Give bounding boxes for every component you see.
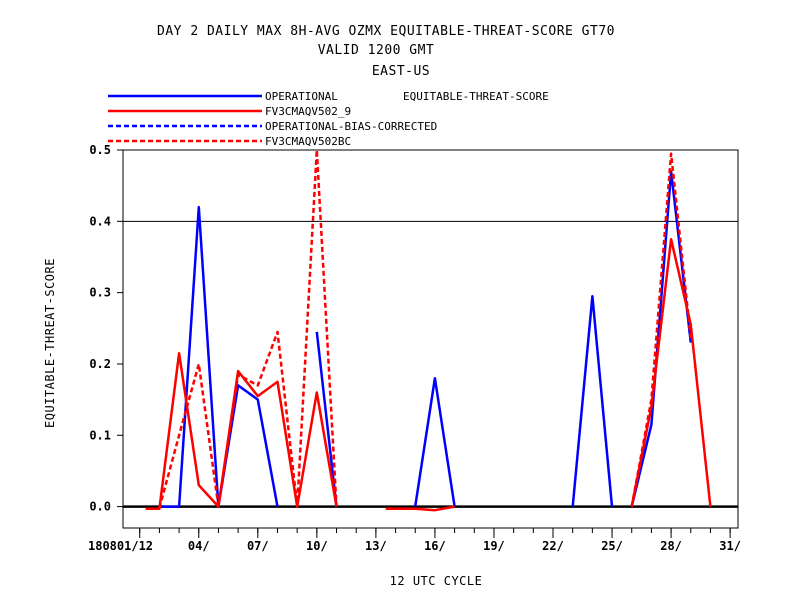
y-tick-label: 0.2 [89, 357, 111, 371]
series-line-fv3cmaqv502_9 [145, 352, 338, 510]
chart-title: DAY 2 DAILY MAX 8H-AVG OZMX EQUITABLE-TH… [157, 24, 615, 39]
x-tick-label: 25/ [601, 539, 623, 553]
y-tick-label: 0.0 [89, 500, 111, 514]
chart-subtitle-valid: VALID 1200 GMT [318, 43, 435, 58]
legend-entry: FV3CMAQV502BC [265, 135, 351, 148]
y-tick-label: 0.1 [89, 428, 111, 442]
x-axis-label: 12 UTC CYCLE [390, 574, 483, 588]
x-tick-label: 04/ [188, 539, 210, 553]
series-line-operational [159, 205, 279, 508]
plot-area: 0.0 0.1 0.2 0.3 0.4 0.5 180801/12 04/07/10/13/1… [88, 143, 741, 553]
x-tick-label: 16/ [424, 539, 446, 553]
series-line-operational [571, 294, 614, 507]
chart-subtitle-region: EAST-US [372, 64, 430, 79]
x-tick-label: 13/ [365, 539, 387, 553]
legend-entry: FV3CMAQV502_9 [265, 105, 351, 118]
legend-entry: OPERATIONAL-BIAS-CORRECTED [265, 120, 437, 133]
y-axis-label: EQUITABLE-THREAT-SCORE [43, 258, 57, 428]
series-line-fv3cmaqv502bc [158, 148, 338, 509]
x-tick-label: 10/ [306, 539, 328, 553]
chart-legend: OPERATIONAL FV3CMAQV502_9 OPERATIONAL-BIAS… [108, 90, 437, 148]
y-tick-label: 0.5 [89, 143, 111, 157]
x-tick-label: 28/ [660, 539, 682, 553]
series-line-fv3cmaqv502bc [630, 152, 693, 507]
x-tick-label: 19/ [483, 539, 505, 553]
legend-note: EQUITABLE-THREAT-SCORE [403, 90, 549, 103]
y-tick-label: 0.3 [89, 286, 111, 300]
x-tick-label: 180801/12 [88, 539, 153, 553]
x-tick-label: 31/ [719, 539, 741, 553]
series-line-fv3cmaqv502_9 [630, 237, 712, 507]
series-line-operational [315, 331, 338, 507]
x-tick-label: 07/ [247, 539, 269, 553]
legend-entry: OPERATIONAL [265, 90, 338, 103]
y-tick-label: 0.4 [89, 214, 111, 228]
series-line-fv3cmaqv502_9 [385, 505, 455, 512]
series-line-operational [413, 376, 456, 507]
plot-frame [122, 149, 739, 529]
x-tick-label: 22/ [542, 539, 564, 553]
chart-title-block: DAY 2 DAILY MAX 8H-AVG OZMX EQUITABLE-TH… [157, 24, 615, 79]
